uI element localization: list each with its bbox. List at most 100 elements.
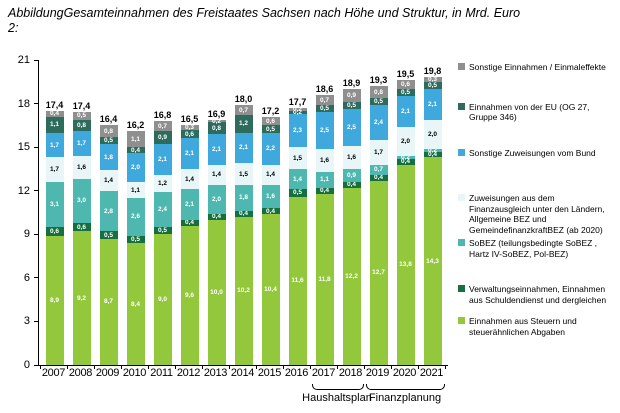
segment-finanzausgleich-2009: 1,4 xyxy=(99,170,118,191)
segment-value-sonstige-2007: 0,4 xyxy=(49,110,60,118)
bar-stack-2019: 12,7 0,4 0,7 1,7 2,4 0,5 0,8 xyxy=(369,86,388,365)
segment-value-sobez-2017: 1,1 xyxy=(319,176,330,184)
segment-eu-2019: 0,5 xyxy=(369,97,388,106)
x-tick xyxy=(94,366,95,369)
segment-value-finanzausgleich-2011: 1,2 xyxy=(157,179,168,187)
segment-value-bund-2015: 2,2 xyxy=(265,145,276,153)
x-tick xyxy=(391,366,392,369)
x-tick xyxy=(445,366,446,369)
segment-value-verwaltung-2015: 0,4 xyxy=(265,207,276,215)
segment-sobez-2016: 1,4 xyxy=(288,168,307,190)
segment-value-steuern-2015: 10,4 xyxy=(264,285,277,293)
bar-stack-2015: 10,4 0,4 1,6 1,4 2,2 0,5 0,6 xyxy=(261,116,280,365)
segment-sobez-2011: 2,4 xyxy=(153,192,172,228)
segment-eu-2007: 1,1 xyxy=(45,116,64,133)
segment-verwaltung-2013: 0,4 xyxy=(207,213,226,221)
y-axis: 0 3 6 9 12 15 18 21 xyxy=(0,54,38,371)
segment-value-bund-2010: 2,0 xyxy=(130,164,141,171)
segment-finanzausgleich-2013: 1,4 xyxy=(207,164,226,185)
segment-finanzausgleich-2017: 1,6 xyxy=(315,148,334,172)
y-tick-9 xyxy=(34,233,38,235)
segment-value-sobez-2007: 3,1 xyxy=(49,201,60,209)
legend-item-bund: Sonstige Zuweisungen vom Bund xyxy=(458,148,614,159)
segment-sonstige-2016: 0,2 xyxy=(288,106,307,113)
segment-steuern-2008: 9,2 xyxy=(72,231,91,365)
bar-stack-2014: 10,2 0,4 1,8 1,5 2,1 1,2 0,7 xyxy=(234,105,253,365)
bar-2012: 16,5 9,6 0,4 2,1 1,4 2,1 0,6 0,3 xyxy=(176,114,203,365)
total-label-2011: 16,8 xyxy=(153,110,172,121)
segment-sonstige-2019: 0,8 xyxy=(369,86,388,98)
segment-value-bund-2018: 2,5 xyxy=(346,124,357,132)
segment-finanzausgleich-2007: 1,7 xyxy=(45,157,64,183)
y-tick-21 xyxy=(34,59,38,61)
segment-steuern-2018: 12,2 xyxy=(342,187,361,365)
figure-caption: Abbildung 2: Gesamteinnahmen des Freista… xyxy=(8,6,612,36)
plot-area: 17,4 8,9 0,6 3,1 1,7 1,7 1,1 0,4 17,4 9,2 0,6 3,0 1,… xyxy=(38,60,448,366)
segment-steuern-2010: 8,4 xyxy=(126,243,145,365)
segment-value-bund-2019: 2,4 xyxy=(373,119,384,126)
segment-bund-2018: 2,5 xyxy=(342,109,361,146)
segment-value-steuern-2008: 9,2 xyxy=(76,294,87,302)
x-tick xyxy=(337,366,338,369)
segment-finanzausgleich-2015: 1,4 xyxy=(261,164,280,185)
x-tick xyxy=(67,366,68,369)
segment-value-bund-2009: 1,8 xyxy=(103,153,114,161)
segment-value-bund-2021: 2,1 xyxy=(427,100,438,108)
segment-value-verwaltung-2019: 0,4 xyxy=(373,174,384,182)
total-label-2021: 19,8 xyxy=(423,66,442,77)
segment-verwaltung-2017: 0,4 xyxy=(315,187,334,194)
legend-label-sobez: SoBEZ (teilungsbedingte SoBEZ , Hartz IV… xyxy=(469,238,598,259)
segment-value-verwaltung-2013: 0,4 xyxy=(211,213,222,221)
segment-value-sonstige-2018: 0,9 xyxy=(346,92,357,100)
legend-marker-steuern xyxy=(458,317,465,324)
x-tick xyxy=(175,366,176,369)
segment-value-steuern-2010: 8,4 xyxy=(130,300,141,308)
x-axis: 2007 2008 2009 2010 2011 2012 2013 2014 2015 2016… xyxy=(40,367,445,380)
segment-value-sobez-2014: 1,8 xyxy=(238,194,249,202)
x-label-2011: 2011 xyxy=(150,367,173,379)
x-tick xyxy=(364,366,365,369)
total-label-2014: 18,0 xyxy=(234,94,253,105)
y-tick-6 xyxy=(34,277,38,279)
x-tick xyxy=(229,366,230,369)
segment-value-steuern-2011: 9,0 xyxy=(157,296,168,304)
y-tick-18 xyxy=(34,103,38,105)
bar-2016: 17,7 11,6 0,5 1,4 1,5 2,3 0,2 0,2 xyxy=(284,97,311,365)
segment-value-verwaltung-2021: 0,4 xyxy=(427,150,438,158)
segment-value-bund-2016: 2,3 xyxy=(292,126,303,134)
bar-2021: 19,8 14,3 0,4 0,2 2,0 2,1 0,5 0,3 xyxy=(419,66,446,365)
segment-finanzausgleich-2010: 1,1 xyxy=(126,182,145,198)
y-tick-label-15: 15 xyxy=(17,141,30,154)
segment-sonstige-2013: 0,2 xyxy=(207,118,226,125)
segment-value-steuern-2020: 13,8 xyxy=(399,261,412,269)
segment-value-eu-2008: 0,8 xyxy=(76,121,87,129)
segment-bund-2016: 2,3 xyxy=(288,113,307,148)
x-label-2017: 2017 xyxy=(311,367,336,379)
segment-value-eu-2020: 0,5 xyxy=(400,89,411,97)
segment-value-sonstige-2015: 0,6 xyxy=(265,117,276,125)
segment-value-verwaltung-2020: 0,4 xyxy=(400,158,411,166)
bar-2011: 16,8 9,0 0,5 2,4 1,2 2,1 0,9 0,7 xyxy=(149,110,176,365)
segment-value-sonstige-2009: 0,8 xyxy=(103,127,114,135)
legend-label-steuern: Einnahmen aus Steuern und steuerähnliche… xyxy=(469,316,577,337)
x-label-2010: 2010 xyxy=(122,367,147,379)
segment-value-sobez-2016: 1,4 xyxy=(292,175,303,183)
segment-value-bund-2013: 2,1 xyxy=(211,145,222,153)
total-label-2015: 17,2 xyxy=(261,105,280,116)
segment-value-sonstige-2010: 1,1 xyxy=(130,135,141,143)
segment-value-eu-2015: 0,5 xyxy=(265,125,276,133)
segment-value-finanzausgleich-2015: 1,4 xyxy=(265,171,276,179)
bar-stack-2011: 9,0 0,5 2,4 1,2 2,1 0,9 0,7 xyxy=(153,121,172,365)
bar-2013: 16,9 10,0 0,4 2,0 1,4 2,1 0,8 0,2 xyxy=(203,109,230,365)
segment-value-steuern-2014: 10,2 xyxy=(237,287,250,295)
segment-sobez-2008: 3,0 xyxy=(72,179,91,223)
segment-value-finanzausgleich-2009: 1,4 xyxy=(103,177,114,185)
x-label-2016: 2016 xyxy=(284,367,309,379)
segment-value-verwaltung-2007: 0,6 xyxy=(49,227,60,235)
segment-value-bund-2007: 1,7 xyxy=(49,141,60,149)
segment-value-sobez-2010: 2,6 xyxy=(130,213,141,221)
segment-bund-2013: 2,1 xyxy=(207,134,226,165)
segment-sonstige-2009: 0,8 xyxy=(99,125,118,138)
segment-sonstige-2008: 0,5 xyxy=(72,112,91,120)
